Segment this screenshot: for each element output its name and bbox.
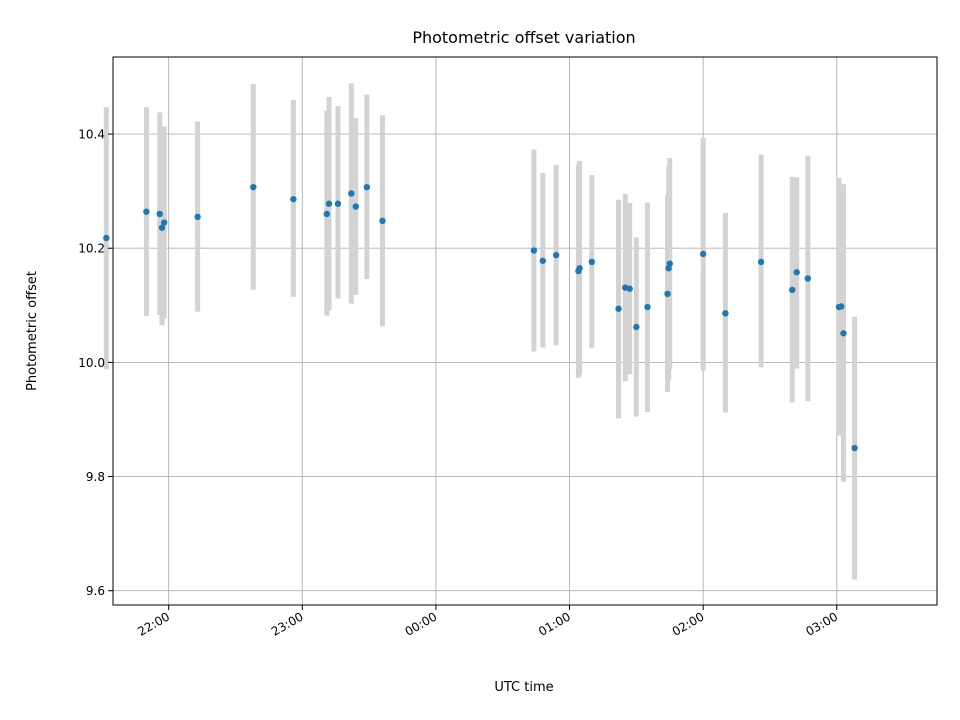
data-point (334, 200, 342, 207)
data-point (576, 265, 583, 272)
data-point (699, 250, 707, 258)
data-point (250, 183, 257, 191)
x-axis-label: UTC time (494, 680, 553, 695)
plot-frame (112, 56, 938, 606)
data-point (757, 258, 765, 266)
data-point (156, 210, 163, 218)
data-point (789, 286, 796, 294)
data-point (325, 200, 333, 207)
y-axis-ticks: 9.6 9.8 10.0 10.2 10.4 (78, 128, 113, 598)
data-point (158, 224, 166, 231)
chart-title: Photometric offset variation (412, 28, 635, 47)
data-point (348, 190, 355, 197)
data-point (161, 219, 168, 226)
data-point (633, 323, 640, 331)
data-point (804, 275, 812, 282)
y-tick-label: 10.4 (78, 128, 105, 142)
data-point (840, 330, 847, 337)
data-point (615, 305, 622, 312)
data-point (194, 213, 201, 221)
data-point (838, 303, 845, 310)
data-point (103, 234, 110, 242)
data-point (143, 208, 150, 215)
y-tick-label: 9.6 (86, 584, 105, 598)
data-point (352, 203, 359, 210)
y-tick-label: 10.0 (78, 356, 105, 370)
y-tick-label: 10.2 (78, 242, 105, 256)
data-point (379, 217, 386, 225)
data-point (539, 257, 547, 264)
data-point (323, 210, 330, 218)
data-point (588, 258, 596, 266)
data-point (722, 310, 729, 317)
data-point (666, 260, 673, 267)
grid-lines (113, 57, 937, 605)
data-point (290, 195, 297, 203)
y-axis-label: Photometric offset (25, 271, 40, 391)
data-point (626, 285, 633, 292)
data-point (552, 251, 560, 259)
data-point (851, 444, 858, 452)
data-point (793, 269, 800, 276)
y-tick-label: 9.8 (86, 470, 105, 484)
data-point (530, 247, 538, 254)
data-points (103, 183, 858, 452)
data-point (644, 303, 651, 311)
data-point (363, 183, 371, 191)
data-point (664, 290, 671, 298)
